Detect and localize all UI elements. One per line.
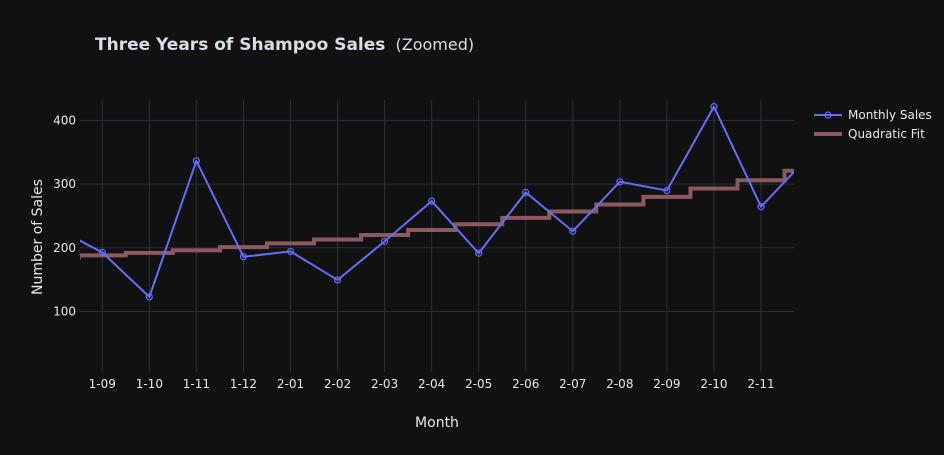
legend-item[interactable]: Monthly Sales (814, 108, 932, 122)
x-tick-label: 2-01 (277, 377, 304, 391)
x-tick-label: 2-03 (371, 377, 398, 391)
x-tick-labels: 1-09 1-10 1-11 1-12 2-01 2-02 2-03 2-04 2-05 2-06… (89, 377, 775, 391)
monthly-sales-point[interactable] (52, 225, 58, 231)
y-tick-label: 400 (53, 113, 76, 127)
quadratic-fit-line (80, 168, 794, 260)
y-tick-label: 100 (53, 304, 76, 318)
legend-item[interactable]: Quadratic Fit (814, 127, 925, 141)
x-tick-label: 2-04 (418, 377, 445, 391)
legend-marker-swatch (824, 111, 832, 119)
monthly-sales-point[interactable] (333, 276, 342, 284)
monthly-sales-point[interactable] (145, 293, 153, 301)
legend-label: Quadratic Fit (848, 127, 925, 141)
monthly-sales-point[interactable] (710, 103, 718, 111)
monthly-sales-point[interactable] (192, 157, 200, 165)
legend[interactable]: Monthly Sales Quadratic Fit (814, 108, 932, 141)
x-tick-label: 2-07 (559, 377, 586, 391)
x-tick-label: 1-09 (89, 377, 116, 391)
monthly-sales-line (80, 105, 794, 298)
x-tick-label: 2-09 (653, 377, 680, 391)
y-gridlines (80, 119, 794, 312)
monthly-sales-point[interactable] (286, 247, 295, 256)
monthly-sales-point[interactable] (757, 203, 765, 211)
monthly-sales-point[interactable] (239, 253, 248, 261)
x-tick-label: 1-12 (230, 377, 257, 391)
x-tick-label: 2-02 (324, 377, 351, 391)
legend-label: Monthly Sales (848, 108, 932, 122)
monthly-sales-point[interactable] (569, 227, 577, 235)
x-tick-label: 2-08 (606, 377, 633, 391)
chart-title: Three Years of Shampoo Sales (Zoomed) (95, 35, 474, 55)
y-tick-label: 200 (53, 241, 76, 255)
x-tick-label: 2-06 (512, 377, 539, 391)
monthly-sales-point[interactable] (663, 186, 671, 195)
x-tick-label: 2-05 (465, 377, 492, 391)
monthly-sales-point[interactable] (616, 178, 624, 186)
x-tick-label: 2-11 (747, 377, 774, 391)
y-tick-labels: 100 200 300 400 (53, 113, 76, 318)
x-tick-label: 1-11 (183, 377, 210, 391)
x-tick-label: 2-10 (700, 377, 727, 391)
x-axis-title: Month (415, 415, 459, 431)
monthly-sales-point[interactable] (805, 154, 811, 160)
series-layer (52, 103, 811, 301)
x-gridlines (101, 100, 762, 372)
chart-title-main: Three Years of Shampoo Sales (95, 35, 385, 55)
monthly-sales-point[interactable] (381, 237, 389, 245)
y-axis-title: Number of Sales (30, 179, 46, 295)
chart-title-sub: (Zoomed) (396, 35, 475, 54)
y-tick-label: 300 (53, 177, 76, 191)
monthly-sales-point[interactable] (428, 197, 436, 205)
monthly-sales-point[interactable] (522, 188, 530, 196)
monthly-sales-point[interactable] (475, 249, 483, 257)
x-tick-label: 1-10 (136, 377, 163, 391)
monthly-sales-point[interactable] (98, 248, 106, 256)
